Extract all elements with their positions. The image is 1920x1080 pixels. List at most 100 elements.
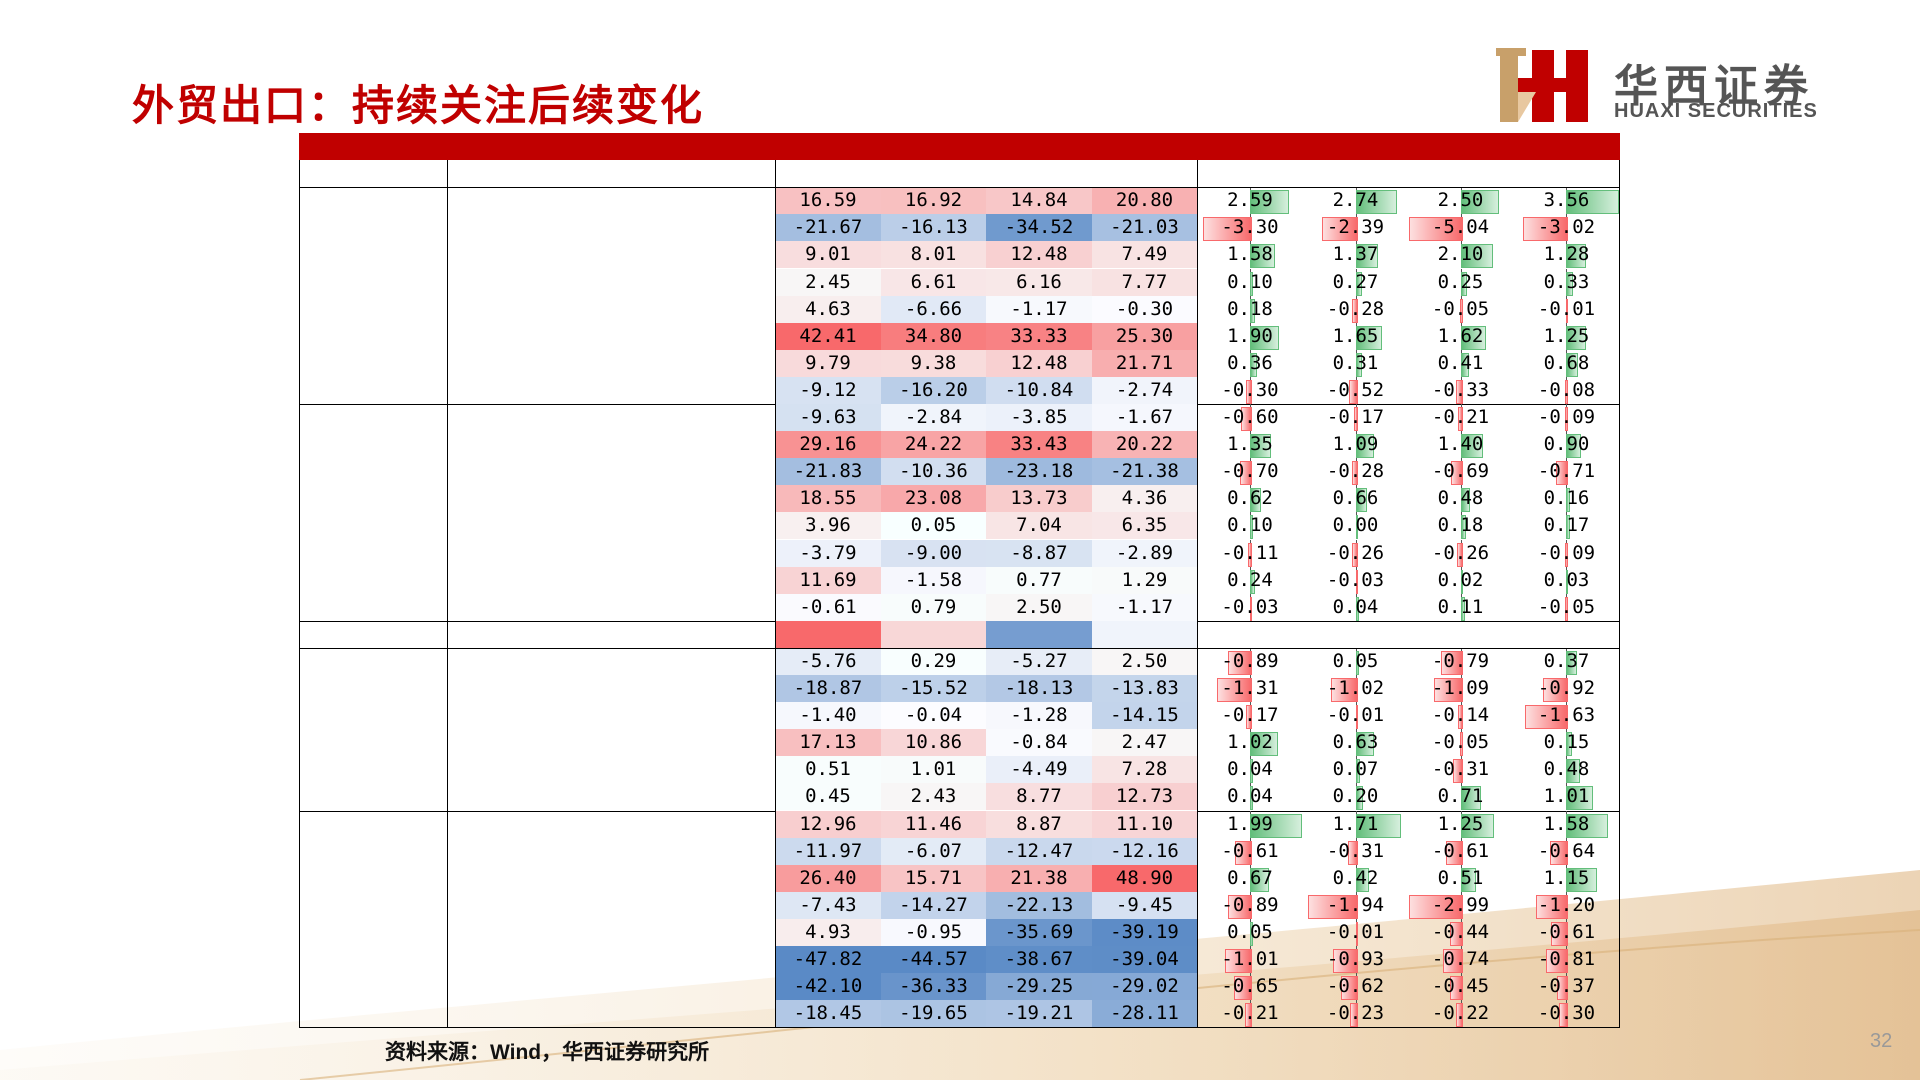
contrib-bar-negative <box>1355 921 1358 946</box>
contrib-month-header <box>1408 133 1513 161</box>
contrib-bar-positive <box>1461 813 1495 838</box>
column-divider <box>1619 160 1620 1028</box>
contrib-value: 0.18 <box>1437 514 1484 537</box>
contrib-bar-positive <box>1250 569 1256 594</box>
growth-value: -28.11 <box>1092 1000 1197 1028</box>
contrib-value: 2.74 <box>1332 189 1379 212</box>
contrib-value: -0.26 <box>1326 541 1385 564</box>
growth-value: 0.29 <box>881 647 986 675</box>
growth-value: -1.28 <box>986 702 1092 730</box>
contrib-value: 0.33 <box>1543 270 1590 293</box>
growth-value: -14.27 <box>881 891 986 919</box>
contrib-bar-positive <box>1250 244 1275 269</box>
growth-value: 3.96 <box>775 512 881 540</box>
contrib-label <box>1197 621 1620 648</box>
contrib-value: -0.21 <box>1431 406 1490 428</box>
growth-value: -8.87 <box>986 539 1092 567</box>
contrib-value: -0.28 <box>1326 297 1385 320</box>
contrib-value: -0.03 <box>1326 568 1385 591</box>
growth-value: -7.43 <box>775 891 881 919</box>
growth-value: 20.80 <box>1092 187 1197 215</box>
contrib-value: -0.08 <box>1537 378 1596 401</box>
contrib-value: 0.04 <box>1227 758 1273 781</box>
growth-value: -11.97 <box>775 837 881 865</box>
contrib-value: -0.09 <box>1537 406 1596 428</box>
contrib-bar-positive <box>1356 325 1382 350</box>
contrib-bar-positive <box>1250 867 1269 892</box>
contrib-bar-negative <box>1350 1003 1358 1028</box>
growth-value: -36.33 <box>881 973 986 1001</box>
growth-value: -10.36 <box>881 458 986 486</box>
row-name <box>447 512 775 539</box>
growth-value: -21.03 <box>1092 214 1197 242</box>
row-name <box>447 187 775 214</box>
growth-value: -6.66 <box>881 295 986 323</box>
contrib-bar-positive <box>1250 488 1261 513</box>
growth-value: -1.17 <box>986 295 1092 323</box>
month-header <box>986 133 1092 161</box>
contrib-value: 1.35 <box>1227 433 1273 456</box>
contrib-bar-negative <box>1241 407 1252 432</box>
row-name <box>447 729 775 756</box>
contrib-bar-positive <box>1566 488 1571 513</box>
contrib-value: -0.01 <box>1326 704 1385 727</box>
contrib-bar-positive <box>1356 434 1374 459</box>
growth-value: -29.25 <box>986 973 1092 1001</box>
contrib-bar-negative <box>1564 379 1568 404</box>
growth-value: -42.10 <box>775 973 881 1001</box>
growth-value: -21.38 <box>1092 458 1197 486</box>
contrib-month-header <box>1197 133 1303 161</box>
growth-value: 4.63 <box>775 295 881 323</box>
contrib-value: 0.05 <box>1227 920 1273 943</box>
contrib-bar-positive <box>1566 786 1594 811</box>
growth-value: -9.12 <box>775 376 881 404</box>
contrib-bar-negative <box>1227 894 1252 919</box>
contrib-value: 1.62 <box>1437 324 1484 347</box>
contrib-value: -0.37 <box>1537 975 1596 998</box>
contrib-bar-positive <box>1356 813 1401 838</box>
contrib-value: 0.11 <box>1437 595 1484 618</box>
contrib-value: 0.04 <box>1332 595 1379 618</box>
contrib-value: -0.17 <box>1326 406 1385 428</box>
contrib-bar-negative <box>1550 921 1568 946</box>
contrib-bar-positive <box>1461 190 1499 215</box>
summary-value <box>986 160 1092 187</box>
contrib-bar-negative <box>1525 705 1568 730</box>
contrib-value: -0.01 <box>1537 297 1596 320</box>
contrib-bar-negative <box>1445 840 1463 865</box>
growth-value: -5.27 <box>986 647 1092 675</box>
growth-value: 29.16 <box>775 431 881 459</box>
contrib-value: 1.02 <box>1227 731 1273 754</box>
growth-value: 48.90 <box>1092 864 1197 892</box>
contrib-value: 1.58 <box>1227 243 1273 266</box>
contrib-value: -0.22 <box>1431 1002 1490 1025</box>
growth-value: -22.13 <box>986 891 1092 919</box>
contrib-value: -2.99 <box>1431 893 1490 916</box>
contrib-bar-positive <box>1461 515 1466 540</box>
contrib-value: -0.01 <box>1326 920 1385 943</box>
contrib-value: -0.81 <box>1537 948 1596 970</box>
growth-value: 2.43 <box>881 783 986 811</box>
contrib-value: -0.61 <box>1537 920 1596 943</box>
contrib-bar-negative <box>1456 379 1463 404</box>
contrib-value: 0.24 <box>1227 568 1273 591</box>
contrib-bar-negative <box>1355 569 1358 594</box>
contrib-value: 0.48 <box>1437 487 1484 510</box>
growth-value: 17.13 <box>775 729 881 757</box>
column-divider <box>447 160 448 1028</box>
growth-value: -10.84 <box>986 376 1092 404</box>
growth-value: -29.02 <box>1092 973 1197 1001</box>
row-name <box>447 377 775 404</box>
growth-value: 0.05 <box>881 512 986 540</box>
row-name <box>447 214 775 241</box>
contrib-bar-negative <box>1321 217 1358 242</box>
growth-value: -5.76 <box>775 647 881 675</box>
contrib-bar-positive <box>1250 325 1280 350</box>
column-divider <box>299 160 300 1028</box>
contrib-bar-positive <box>1461 569 1464 594</box>
row-name <box>447 783 775 810</box>
contrib-value: -0.05 <box>1431 297 1490 320</box>
contrib-value: -0.09 <box>1537 541 1596 564</box>
growth-value: 6.16 <box>986 268 1092 296</box>
growth-value: -35.69 <box>986 918 1092 946</box>
